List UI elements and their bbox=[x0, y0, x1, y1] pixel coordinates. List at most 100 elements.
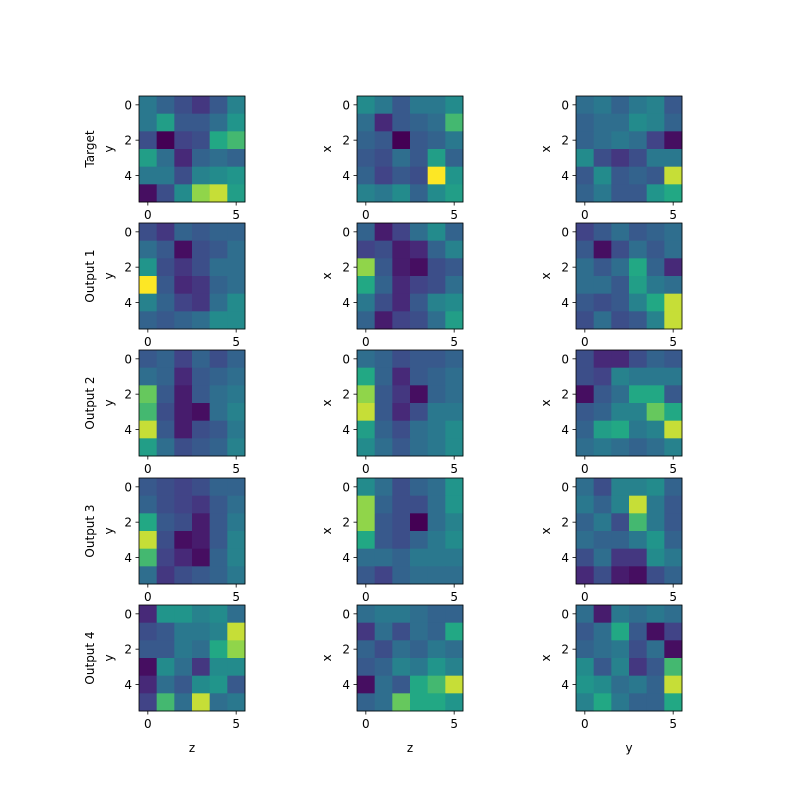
panel-frame bbox=[138, 222, 246, 330]
heatmap-cell bbox=[227, 513, 246, 532]
y-tick-label: 4 bbox=[342, 551, 350, 565]
heatmap-cell bbox=[410, 258, 429, 277]
heatmap-cell bbox=[629, 566, 648, 585]
heatmap-cell bbox=[576, 276, 595, 295]
heatmap-cell bbox=[209, 131, 228, 150]
heatmap-cell bbox=[664, 403, 683, 422]
heatmap-cell bbox=[174, 113, 193, 132]
heatmap-cell bbox=[227, 420, 246, 439]
heatmap-cell bbox=[593, 311, 612, 330]
heatmap-cell bbox=[174, 658, 193, 677]
y-tick-label: 4 bbox=[124, 169, 132, 183]
heatmap-cell bbox=[192, 350, 211, 369]
heatmap-cell bbox=[593, 438, 612, 457]
heatmap-cell bbox=[646, 293, 665, 312]
heatmap-cell bbox=[139, 166, 158, 185]
heatmap-cell bbox=[427, 131, 446, 150]
heatmap-cell bbox=[646, 184, 665, 203]
y-tick-label: 4 bbox=[561, 678, 569, 692]
heatmap-cell bbox=[664, 420, 683, 439]
heatmap-cell bbox=[139, 258, 158, 277]
heatmap-cell bbox=[192, 658, 211, 677]
panel-frame bbox=[356, 349, 464, 457]
y-tick-label: 4 bbox=[561, 423, 569, 437]
heatmap-cell bbox=[593, 276, 612, 295]
heatmap-cell bbox=[357, 658, 376, 677]
heatmap-cell bbox=[410, 385, 429, 404]
heatmap-cell bbox=[374, 640, 393, 659]
y-tick-label: 2 bbox=[561, 388, 569, 402]
heatmap-cell bbox=[576, 438, 595, 457]
heatmap-cell bbox=[192, 640, 211, 659]
heatmap-cell bbox=[139, 513, 158, 532]
panel-r0-c1: 0 2 4 0 5 x bbox=[320, 95, 464, 222]
heatmap-cell bbox=[392, 513, 411, 532]
heatmap-cell bbox=[174, 149, 193, 168]
heatmap-cell bbox=[664, 293, 683, 312]
heatmap-cell bbox=[139, 548, 158, 567]
heatmap-cell bbox=[410, 367, 429, 386]
heatmap-cell bbox=[392, 566, 411, 585]
heatmap-cell bbox=[576, 531, 595, 550]
y-axis-label: x bbox=[320, 399, 334, 406]
heatmap-cell bbox=[357, 131, 376, 150]
heatmap-cell bbox=[445, 420, 464, 439]
x-tick-label: 0 bbox=[581, 590, 589, 604]
panel-r4-c0: 0 2 4 0 5 y Output 4 z bbox=[83, 604, 246, 755]
heatmap-cell bbox=[156, 495, 175, 514]
heatmap-cell bbox=[629, 605, 648, 624]
panel-r3-c1: 0 2 4 0 5 x bbox=[320, 477, 464, 604]
heatmap-cell bbox=[629, 184, 648, 203]
heatmap-cell bbox=[209, 113, 228, 132]
heatmap-cell bbox=[174, 240, 193, 259]
heatmap-cell bbox=[209, 166, 228, 185]
heatmap-cell bbox=[174, 166, 193, 185]
heatmap-cell bbox=[192, 566, 211, 585]
heatmap-cell bbox=[611, 605, 630, 624]
heatmap-cell bbox=[629, 131, 648, 150]
y-axis-label: x bbox=[539, 145, 553, 152]
heatmap-cell bbox=[629, 385, 648, 404]
heatmap-cell bbox=[445, 438, 464, 457]
heatmap-cell bbox=[629, 675, 648, 694]
heatmap-cell bbox=[629, 293, 648, 312]
heatmap-cell bbox=[593, 113, 612, 132]
x-tick-label: 5 bbox=[669, 208, 677, 222]
heatmap-cell bbox=[445, 367, 464, 386]
heatmap-cell bbox=[611, 640, 630, 659]
y-axis-label: y bbox=[102, 272, 116, 279]
heatmap-cell bbox=[593, 675, 612, 694]
y-tick-label: 4 bbox=[561, 296, 569, 310]
heatmap-cell bbox=[445, 693, 464, 712]
x-tick-label: 5 bbox=[450, 335, 458, 349]
y-tick-label: 4 bbox=[561, 551, 569, 565]
panel-r2-c0: 0 2 4 0 5 y Output 2 bbox=[83, 349, 246, 476]
x-tick-label: 0 bbox=[362, 462, 370, 476]
heatmap-cell bbox=[227, 495, 246, 514]
heatmap-cell bbox=[392, 605, 411, 624]
panel-frame bbox=[356, 604, 464, 712]
heatmap-cell bbox=[156, 438, 175, 457]
y-tick-label: 2 bbox=[342, 516, 350, 530]
heatmap-cell bbox=[646, 548, 665, 567]
heatmap-cell bbox=[156, 184, 175, 203]
heatmap-cell bbox=[156, 276, 175, 295]
heatmap-cell bbox=[427, 350, 446, 369]
heatmap-cell bbox=[576, 113, 595, 132]
heatmap-cell bbox=[174, 566, 193, 585]
panel-r2-c2: 0 2 4 0 5 x bbox=[539, 349, 683, 476]
heatmap-cell bbox=[664, 622, 683, 641]
panel-frame bbox=[575, 604, 683, 712]
heatmap-cell bbox=[629, 350, 648, 369]
heatmap-cell bbox=[445, 385, 464, 404]
heatmap-cell bbox=[174, 350, 193, 369]
heatmap-cell bbox=[227, 149, 246, 168]
heatmap-cell bbox=[576, 675, 595, 694]
heatmap-cell bbox=[357, 166, 376, 185]
y-axis-label: x bbox=[539, 527, 553, 534]
heatmap-cell bbox=[593, 403, 612, 422]
y-tick-label: 4 bbox=[124, 296, 132, 310]
heatmap-cell bbox=[156, 350, 175, 369]
heatmap-cell bbox=[192, 367, 211, 386]
heatmap-cell bbox=[227, 293, 246, 312]
